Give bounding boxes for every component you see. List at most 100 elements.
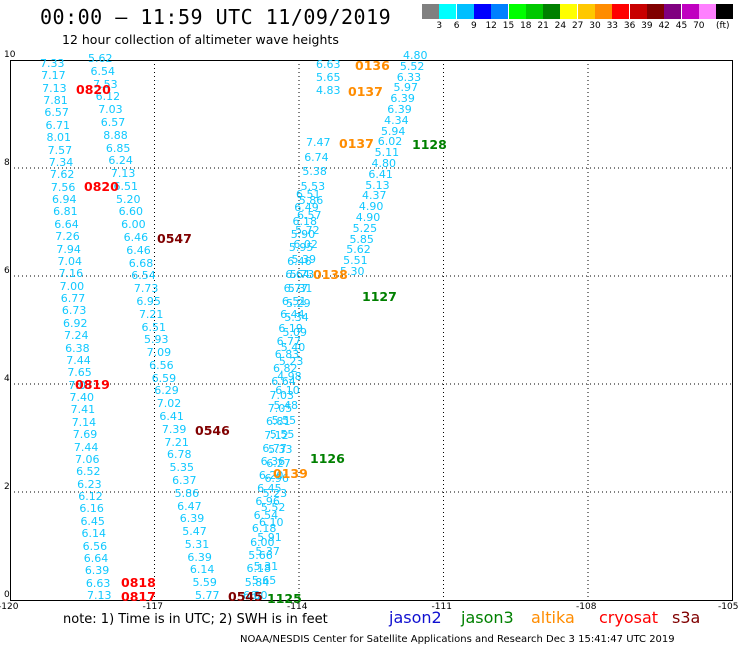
- wave-height-value: 7.13: [87, 589, 112, 602]
- wave-height-value: 5.93: [144, 333, 169, 347]
- wave-height-value: 5.38: [302, 165, 327, 179]
- wave-height-value: 6.60: [118, 205, 144, 219]
- legend-swatch: [646, 4, 664, 19]
- wave-height-value: 5.23: [278, 355, 304, 369]
- wave-height-value: 6.51: [296, 188, 321, 201]
- wave-height-value: 5.40: [280, 340, 306, 354]
- wave-height-value: 4.98: [277, 369, 302, 383]
- wave-height-value: 5.86: [174, 486, 200, 500]
- wave-height-value: 6.12: [95, 90, 121, 104]
- wave-height-value: 4.80: [371, 157, 397, 170]
- wave-height-value: 6.00: [121, 218, 146, 232]
- legend-label: 24: [554, 21, 567, 31]
- wave-height-value: 7.26: [55, 230, 80, 244]
- wave-height-value: 5.37: [255, 545, 280, 559]
- satellite-name: s3a: [672, 608, 701, 627]
- wave-height-value: 7.14: [71, 415, 97, 429]
- wave-height-value: 4.90: [355, 211, 381, 224]
- wave-height-value: 6.85: [105, 141, 131, 155]
- wave-height-value: 7.12: [264, 428, 289, 442]
- wave-height-value: 7.57: [47, 143, 73, 157]
- wave-height-value: 6.45: [257, 482, 282, 496]
- wave-height-value: 5.90: [290, 228, 316, 242]
- footnote: note: 1) Time is in UTC; 2) SWH is in fe…: [63, 612, 328, 627]
- wave-height-value: 6.39: [387, 103, 412, 116]
- wave-height-value: 5.95: [288, 241, 314, 255]
- wave-height-value: 6.29: [154, 384, 179, 398]
- wave-height-value: 6.41: [159, 410, 184, 423]
- wave-height-value: 5.47: [182, 525, 207, 539]
- page-subtitle: 12 hour collection of altimeter wave hei…: [62, 32, 339, 47]
- wave-height-value: 6.83: [274, 348, 300, 362]
- wave-height-value: 7.33: [40, 57, 65, 70]
- pass-time-label: 0137: [339, 136, 374, 151]
- satellite-name: cryosat: [599, 608, 659, 627]
- pass-time-label: 0138: [313, 267, 348, 282]
- wave-height-value: 7.07: [68, 378, 93, 392]
- wave-height-value: 6.47: [177, 499, 202, 513]
- y-tick-label: 0: [4, 590, 10, 600]
- wave-height-value: 6.18: [251, 522, 277, 536]
- pass-time-label: 1125: [267, 591, 302, 606]
- wave-height-value: 6.96: [255, 495, 280, 509]
- wave-height-value: 8.88: [103, 128, 128, 142]
- x-tick-label: -117: [142, 602, 163, 612]
- wave-height-value: 7.09: [146, 346, 172, 360]
- legend-label: 21: [537, 21, 549, 31]
- wave-height-value: 6.49: [294, 201, 319, 215]
- wave-height-value: 6.41: [368, 167, 393, 181]
- wave-height-value: 5.51: [343, 254, 368, 268]
- wave-height-value: 5.55: [269, 428, 295, 442]
- wave-height-value: 6.18: [246, 562, 272, 576]
- legend-label: 3: [436, 21, 443, 31]
- x-tick-label: -120: [0, 602, 19, 612]
- wave-height-value: 6.78: [166, 448, 192, 462]
- credit-line: NOAA/NESDIS Center for Satellite Applica…: [240, 634, 675, 645]
- legend-swatch: [577, 4, 595, 19]
- wave-height-value: 6.56: [149, 358, 174, 372]
- pass-time-label: 0818: [121, 575, 156, 590]
- wave-height-value: 7.69: [72, 428, 98, 442]
- wave-height-value: 7.05: [267, 401, 293, 415]
- wave-height-value: 6.39: [390, 92, 415, 106]
- legend-label: 12: [485, 21, 497, 31]
- wave-height-value: 6.56: [82, 539, 108, 553]
- pass-time-label: 0547: [157, 231, 192, 246]
- wave-height-value: 5.35: [169, 461, 195, 475]
- wave-height-value: 5.97: [393, 81, 419, 95]
- wave-height-value: 5.65: [316, 71, 341, 84]
- wave-height-value: 6.74: [304, 150, 329, 164]
- wave-height-value: 6.23: [77, 477, 102, 491]
- wave-height-value: 6.33: [396, 70, 422, 84]
- legend-swatch: [473, 4, 491, 19]
- legend-swatch: [525, 4, 543, 19]
- legend-label: 18: [520, 21, 532, 31]
- wave-height-value: 7.44: [66, 353, 91, 367]
- x-tick-label: -114: [287, 602, 308, 612]
- wave-height-value: 5.72: [295, 223, 320, 237]
- legend-label: 15: [502, 21, 515, 31]
- wave-height-value: 5.62: [88, 52, 113, 65]
- wave-height-value: 6.57: [44, 106, 69, 120]
- wave-height-value: 6.77: [283, 281, 309, 295]
- wave-height-value: 7.16: [58, 267, 84, 281]
- wave-height-value: 7.03: [98, 103, 123, 117]
- wave-height-value: 6.46: [287, 254, 312, 268]
- wave-height-value: 6.20: [258, 468, 284, 482]
- wave-height-value: 6.46: [123, 231, 149, 244]
- wave-height-value: 7.21: [138, 307, 164, 321]
- wave-height-value: 7.56: [50, 180, 76, 194]
- x-tick-label: -111: [431, 602, 452, 612]
- wave-height-value: 4.90: [358, 200, 384, 214]
- wave-height-value: 6.54: [253, 508, 279, 522]
- pass-time-label: 1127: [362, 289, 397, 304]
- legend-swatch: [491, 4, 509, 19]
- wave-height-value: 7.21: [164, 435, 189, 449]
- wave-height-value: 6.77: [60, 292, 86, 306]
- wave-height-value: 6.16: [79, 502, 104, 516]
- wave-height-value: 5.77: [195, 589, 220, 602]
- wave-height-value: 7.41: [70, 403, 96, 417]
- x-tick-label: -105: [718, 602, 739, 612]
- wave-height-value: 5.62: [346, 243, 371, 257]
- wave-height-value: 6.73: [61, 304, 87, 318]
